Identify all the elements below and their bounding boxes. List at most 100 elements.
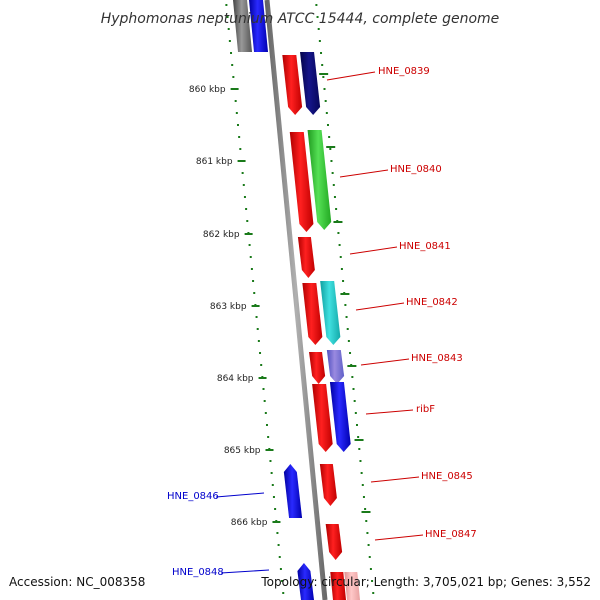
minor-tick: [246, 220, 249, 222]
gene-label[interactable]: HNE_0842: [406, 297, 458, 308]
minor-tick: [264, 412, 267, 414]
minor-tick: [242, 184, 245, 186]
minor-tick: [230, 52, 233, 54]
ruler-label: 864 kbp: [217, 374, 254, 384]
minor-tick: [349, 352, 352, 354]
minor-tick: [317, 28, 320, 30]
minor-tick: [278, 556, 281, 558]
minor-tick: [330, 160, 333, 162]
chromosome-backbone: [264, 0, 328, 600]
minor-tick: [328, 136, 331, 138]
minor-tick: [270, 472, 273, 474]
minor-tick: [225, 4, 228, 6]
gene-label[interactable]: HNE_0848: [172, 567, 224, 578]
minor-tick: [241, 172, 244, 174]
gene-label[interactable]: ribF: [416, 404, 435, 415]
minor-tick: [249, 256, 252, 258]
gene-label[interactable]: HNE_0843: [411, 353, 463, 364]
minor-tick: [361, 484, 364, 486]
minor-tick: [279, 568, 282, 570]
minor-tick: [367, 544, 370, 546]
ruler-label: 862 kbp: [203, 230, 240, 240]
minor-tick: [351, 376, 354, 378]
minor-tick: [245, 208, 248, 210]
minor-tick: [236, 124, 239, 126]
gene-label[interactable]: HNE_0847: [425, 529, 477, 540]
minor-tick: [365, 520, 368, 522]
gene-label[interactable]: HNE_0845: [421, 471, 473, 482]
minor-tick: [316, 16, 319, 18]
gene-red-ribf-a: [312, 384, 333, 452]
label-leader-line: [215, 492, 265, 498]
minor-tick: [253, 292, 256, 294]
minor-tick: [248, 244, 251, 246]
minor-tick: [372, 592, 375, 594]
label-leader-line: [360, 358, 410, 366]
label-leader-line: [220, 569, 270, 574]
minor-tick: [250, 268, 253, 270]
minor-tick: [329, 148, 332, 150]
gene-hne0840: [307, 130, 332, 230]
minor-tick: [231, 64, 234, 66]
minor-tick: [354, 412, 357, 414]
minor-tick: [335, 208, 338, 210]
minor-tick: [226, 16, 229, 18]
minor-tick: [322, 76, 325, 78]
gene-hne0841: [297, 237, 315, 278]
minor-tick: [232, 76, 235, 78]
minor-tick: [227, 28, 230, 30]
gene-hne0843: [326, 350, 345, 384]
minor-tick: [272, 496, 275, 498]
minor-tick: [362, 496, 365, 498]
minor-tick: [353, 400, 356, 402]
gene-labels: HNE_0839 HNE_0840 HNE_0841 HNE_0842 HNE_0843…: [167, 66, 477, 578]
minor-tick: [255, 316, 258, 318]
minor-tick: [252, 280, 255, 282]
genome-info-text: Topology: circular; Length: 3,705,021 bp…: [260, 575, 591, 589]
gene-grey-top: [233, 0, 253, 52]
map-title: Hyphomonas neptunium ATCC 15444, complet…: [101, 11, 500, 27]
minor-tick: [358, 448, 361, 450]
minor-tick: [320, 52, 323, 54]
minor-tick: [276, 532, 279, 534]
label-leader-line: [355, 302, 405, 311]
minor-tick: [235, 112, 238, 114]
minor-tick: [340, 268, 343, 270]
gene-label[interactable]: HNE_0839: [378, 66, 430, 77]
label-leader-line: [349, 246, 398, 255]
minor-tick: [339, 256, 342, 258]
minor-tick: [265, 424, 268, 426]
minor-tick: [332, 184, 335, 186]
gene-hne0846: [283, 464, 303, 518]
minor-tick: [326, 124, 329, 126]
minor-tick: [331, 172, 334, 174]
ruler-label: 865 kbp: [224, 446, 261, 456]
gene-pink-bottom: [344, 572, 360, 600]
gene-label[interactable]: HNE_0840: [390, 164, 442, 175]
minor-tick: [333, 196, 336, 198]
accession-text: Accession: NC_008358: [9, 575, 145, 589]
label-leader-line: [374, 534, 424, 541]
gene-label[interactable]: HNE_0846: [167, 491, 219, 502]
minor-tick: [257, 340, 260, 342]
minor-tick: [338, 244, 341, 246]
minor-tick: [234, 100, 237, 102]
ruler-labels: 860 kbp 861 kbp 862 kbp 863 kbp 864 kbp 865 k…: [189, 85, 281, 528]
minor-tick: [366, 532, 369, 534]
minor-tick: [269, 460, 272, 462]
gene-hne0839-a: [282, 55, 303, 115]
minor-tick: [324, 100, 327, 102]
minor-tick: [315, 4, 318, 6]
minor-tick: [364, 508, 367, 510]
label-leader-line: [365, 409, 414, 415]
gene-hne0842: [320, 281, 341, 345]
gene-hne0847: [325, 524, 343, 560]
minor-tick: [352, 388, 355, 390]
minor-tick: [369, 568, 372, 570]
minor-tick: [360, 472, 363, 474]
minor-tick: [271, 484, 274, 486]
minor-tick: [274, 508, 277, 510]
ruler-label: 861 kbp: [196, 157, 233, 167]
minor-tick: [371, 580, 374, 582]
gene-label[interactable]: HNE_0841: [399, 241, 451, 252]
